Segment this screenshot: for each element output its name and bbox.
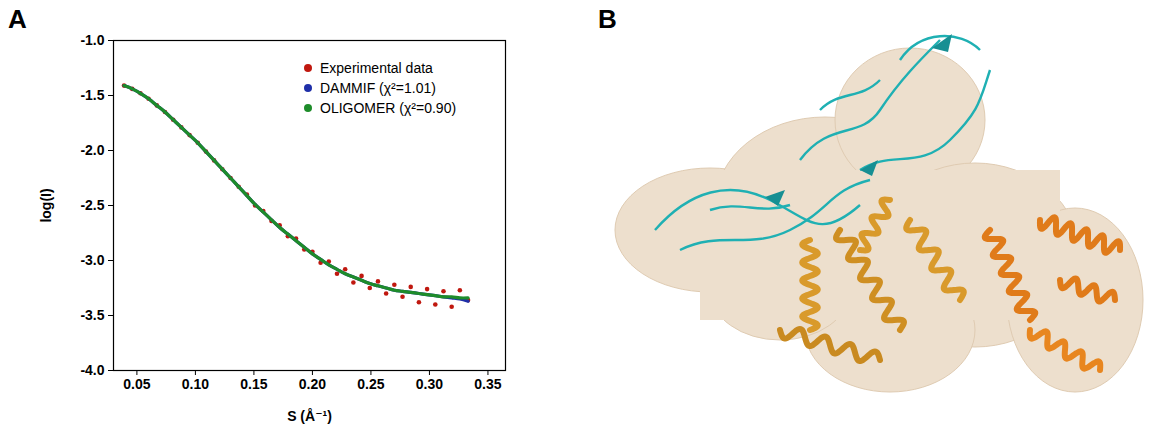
- svg-text:0.20: 0.20: [299, 376, 326, 392]
- svg-text:0.15: 0.15: [240, 376, 267, 392]
- html-text:A: A: [8, 4, 27, 34]
- svg-text:-4.0: -4.0: [80, 362, 104, 378]
- html-text:B: B: [598, 4, 617, 34]
- svg-text:0.25: 0.25: [357, 376, 384, 392]
- svg-text:0.30: 0.30: [416, 376, 443, 392]
- svg-text:0.05: 0.05: [123, 376, 150, 392]
- svg-text:-3.0: -3.0: [80, 252, 104, 268]
- svg-text:S (Å⁻¹): S (Å⁻¹): [287, 408, 332, 424]
- svg-text:log(I): log(I): [38, 188, 54, 222]
- svg-text:0.35: 0.35: [474, 376, 501, 392]
- html-text:DAMMIF (χ²=1.01): DAMMIF (χ²=1.01): [320, 80, 436, 96]
- svg-text:-2.5: -2.5: [80, 197, 104, 213]
- svg-text:-3.5: -3.5: [80, 307, 104, 323]
- html-text:OLIGOMER (χ²=0.90): OLIGOMER (χ²=0.90): [320, 100, 457, 116]
- svg-text:0.10: 0.10: [182, 376, 209, 392]
- html-text:Experimental data: Experimental data: [320, 60, 433, 76]
- svg-text:-1.5: -1.5: [80, 87, 104, 103]
- svg-text:-2.0: -2.0: [80, 142, 104, 158]
- svg-text:-1.0: -1.0: [80, 32, 104, 48]
